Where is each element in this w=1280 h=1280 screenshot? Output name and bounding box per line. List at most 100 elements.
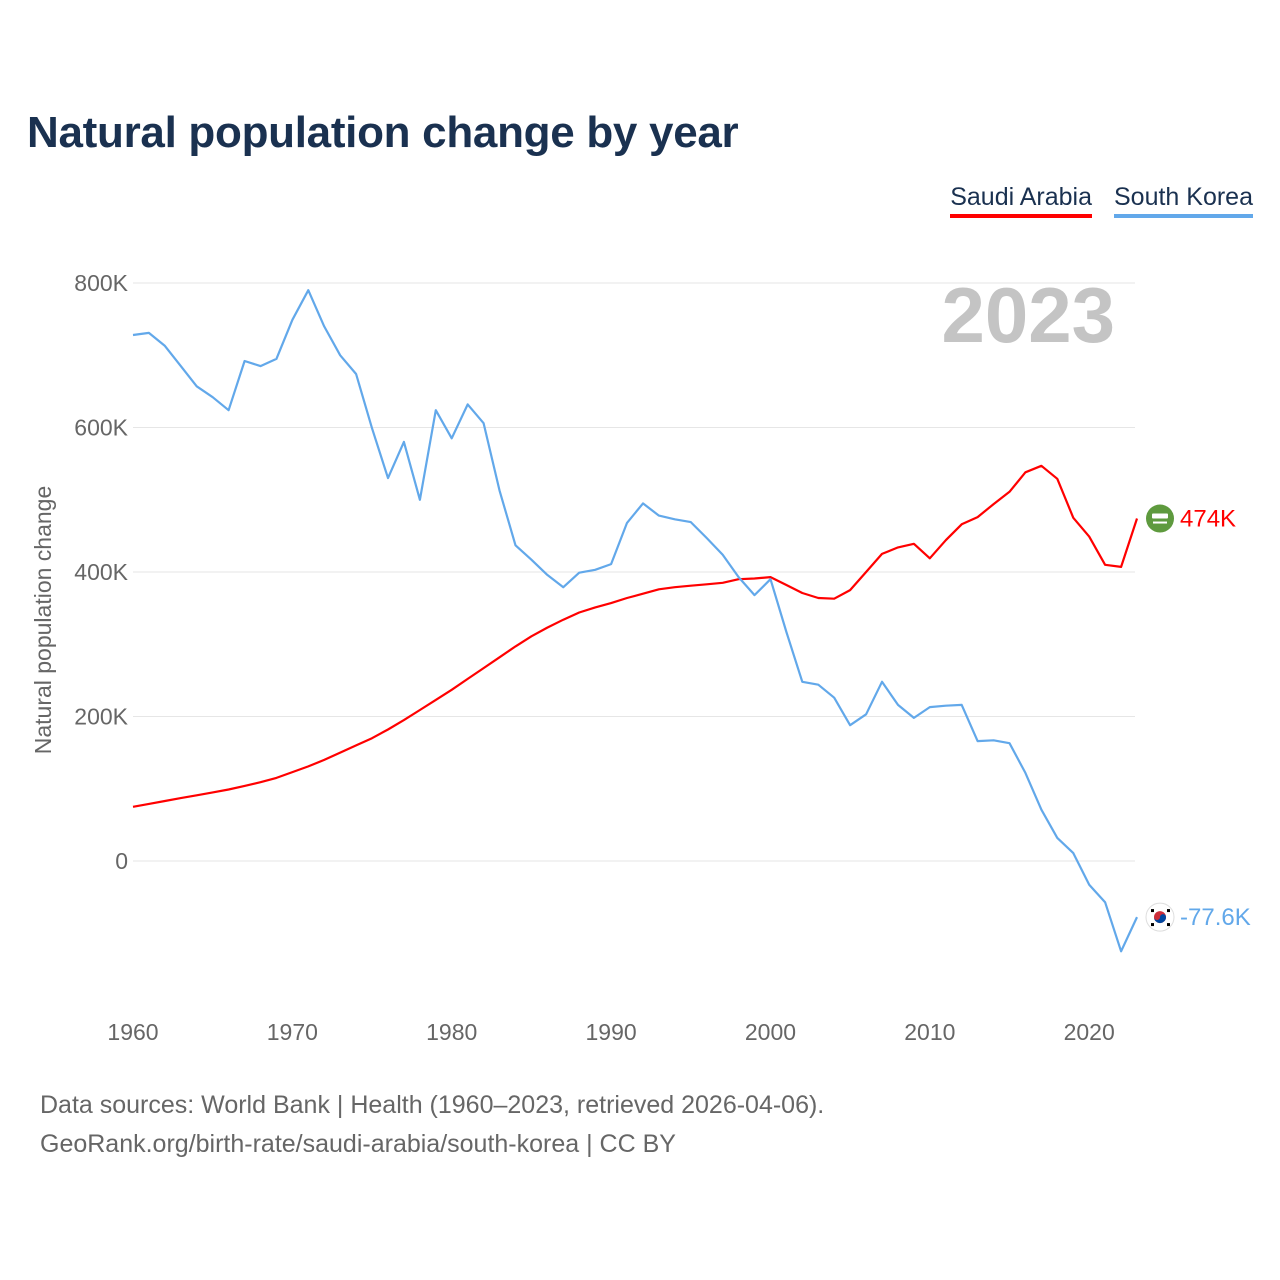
data-point <box>290 770 295 775</box>
data-point <box>131 804 136 809</box>
data-point <box>242 783 247 788</box>
data-point <box>1007 489 1012 494</box>
data-point <box>561 585 566 590</box>
data-point <box>720 552 725 557</box>
data-point <box>895 545 900 550</box>
x-tick-label: 1960 <box>107 1019 158 1045</box>
data-point <box>784 583 789 588</box>
data-point <box>688 520 693 525</box>
data-point <box>1039 463 1044 468</box>
data-point <box>832 596 837 601</box>
data-point <box>178 364 183 369</box>
data-point <box>290 317 295 322</box>
data-point <box>529 557 534 562</box>
data-point <box>1135 915 1140 920</box>
y-tick-label: 400K <box>74 559 128 585</box>
data-point <box>210 790 215 795</box>
data-point <box>768 577 773 582</box>
data-point <box>848 588 853 593</box>
data-point <box>704 536 709 541</box>
data-point <box>194 793 199 798</box>
data-point <box>895 702 900 707</box>
data-point <box>497 488 502 493</box>
data-point <box>513 644 518 649</box>
data-point <box>146 801 151 806</box>
data-point <box>625 520 630 525</box>
legend-item-south-korea[interactable]: South Korea <box>1114 183 1253 218</box>
data-point <box>577 610 582 615</box>
x-tick-label: 2010 <box>904 1019 955 1045</box>
data-point <box>417 497 422 502</box>
data-point <box>1103 562 1108 567</box>
data-point <box>1119 949 1124 954</box>
data-point <box>1039 807 1044 812</box>
data-point <box>704 582 709 587</box>
data-point <box>864 570 869 575</box>
data-point <box>354 372 359 377</box>
data-point <box>832 695 837 700</box>
data-point <box>752 576 757 581</box>
data-point <box>258 780 263 785</box>
data-point <box>545 625 550 630</box>
data-point <box>672 585 677 590</box>
data-point <box>465 402 470 407</box>
data-point <box>433 408 438 413</box>
data-point <box>497 655 502 660</box>
data-point <box>927 705 932 710</box>
data-point <box>1023 770 1028 775</box>
data-point <box>640 591 645 596</box>
data-point <box>449 436 454 441</box>
data-point <box>911 715 916 720</box>
data-point <box>274 775 279 780</box>
data-point <box>975 515 980 520</box>
data-point <box>194 384 199 389</box>
data-point <box>1071 515 1076 520</box>
data-point <box>784 629 789 634</box>
data-point <box>1055 835 1060 840</box>
x-tick-label: 1970 <box>267 1019 318 1045</box>
data-point <box>258 364 263 369</box>
chart-title: Natural population change by year <box>27 108 739 157</box>
data-point <box>401 439 406 444</box>
data-point <box>1007 741 1012 746</box>
data-point <box>1103 900 1108 905</box>
data-point <box>752 593 757 598</box>
data-point <box>338 750 343 755</box>
data-point <box>800 679 805 684</box>
data-point <box>146 330 151 335</box>
series-line-south-korea[interactable] <box>132 289 1138 953</box>
data-point <box>481 421 486 426</box>
data-point <box>959 702 964 707</box>
data-point <box>131 333 136 338</box>
data-point <box>975 739 980 744</box>
data-point <box>609 601 614 606</box>
data-point <box>625 596 630 601</box>
data-point <box>274 356 279 361</box>
data-point <box>911 541 916 546</box>
legend-item-saudi-arabia[interactable]: Saudi Arabia <box>950 183 1092 218</box>
data-point <box>1087 882 1092 887</box>
y-tick-label: 0 <box>115 848 128 874</box>
data-point <box>1087 534 1092 539</box>
data-point <box>656 513 661 518</box>
data-point <box>959 522 964 527</box>
data-point <box>322 757 327 762</box>
data-point <box>561 617 566 622</box>
end-value-label: -77.6K <box>1180 904 1251 931</box>
data-source-note: Data sources: World Bank | Health (1960–… <box>40 1091 825 1119</box>
data-point <box>736 575 741 580</box>
data-point <box>306 288 311 293</box>
x-tick-label: 1980 <box>426 1019 477 1045</box>
saudi-arabia-flag-icon <box>1146 504 1174 533</box>
source-link[interactable]: GeoRank.org/birth-rate/saudi-arabia/sout… <box>40 1130 676 1158</box>
series-line-saudi-arabia[interactable] <box>132 464 1139 808</box>
data-point <box>529 634 534 639</box>
data-point <box>577 570 582 575</box>
data-point <box>513 543 518 548</box>
data-point <box>1023 470 1028 475</box>
x-tick-label: 1990 <box>586 1019 637 1045</box>
x-tick-label: 2020 <box>1064 1019 1115 1045</box>
data-point <box>816 596 821 601</box>
data-point <box>465 676 470 681</box>
